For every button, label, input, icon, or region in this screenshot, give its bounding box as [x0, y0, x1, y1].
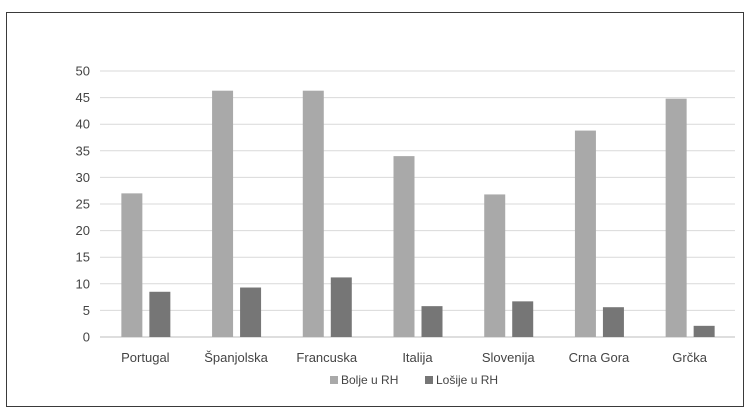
y-tick-label: 45: [76, 90, 90, 105]
legend-swatch: [330, 376, 338, 384]
x-tick-label: Slovenija: [482, 350, 536, 365]
bar-losije-2: [330, 277, 352, 337]
y-tick-label: 5: [83, 303, 90, 318]
x-tick-label: Španjolska: [204, 350, 268, 365]
bar-losije-5: [602, 307, 624, 337]
x-tick-label: Crna Gora: [569, 350, 630, 365]
y-tick-label: 50: [76, 64, 90, 79]
y-axis-ticks: 0 5 10 15 20 25 30 35 40 45 50: [76, 64, 90, 345]
x-tick-label: Italija: [402, 350, 433, 365]
x-tick-label: Grčka: [672, 350, 707, 365]
legend-label: Lošije u RH: [436, 373, 498, 387]
x-tick-label: Francuska: [296, 350, 357, 365]
x-axis-ticks: Portugal Španjolska Francuska Italija Sloven…: [121, 350, 708, 365]
y-tick-label: 15: [76, 250, 90, 265]
bar-bolje-6: [665, 98, 687, 337]
bar-losije-1: [240, 287, 262, 337]
y-tick-label: 40: [76, 117, 90, 132]
y-tick-label: 25: [76, 197, 90, 212]
x-tick-label: Portugal: [121, 350, 170, 365]
y-tick-label: 0: [83, 330, 90, 345]
y-tick-label: 10: [76, 276, 90, 291]
bar-losije-3: [421, 306, 443, 337]
bar-bolje-1: [212, 90, 234, 338]
y-tick-label: 20: [76, 223, 90, 238]
bar-bolje-5: [574, 130, 596, 337]
bar-bolje-4: [484, 194, 506, 337]
legend-swatch: [425, 376, 433, 384]
bar-losije-4: [512, 301, 534, 337]
bars: [121, 90, 715, 338]
legend-label: Bolje u RH: [341, 373, 398, 387]
bar-bolje-0: [121, 193, 143, 337]
bar-bolje-3: [393, 156, 415, 337]
y-tick-label: 35: [76, 143, 90, 158]
bar-bolje-2: [302, 90, 324, 338]
gridlines: [100, 70, 735, 338]
legend: Bolje u RH Lošije u RH: [330, 373, 498, 387]
bar-losije-6: [693, 325, 715, 337]
y-tick-label: 30: [76, 170, 90, 185]
bar-losije-0: [149, 291, 171, 337]
